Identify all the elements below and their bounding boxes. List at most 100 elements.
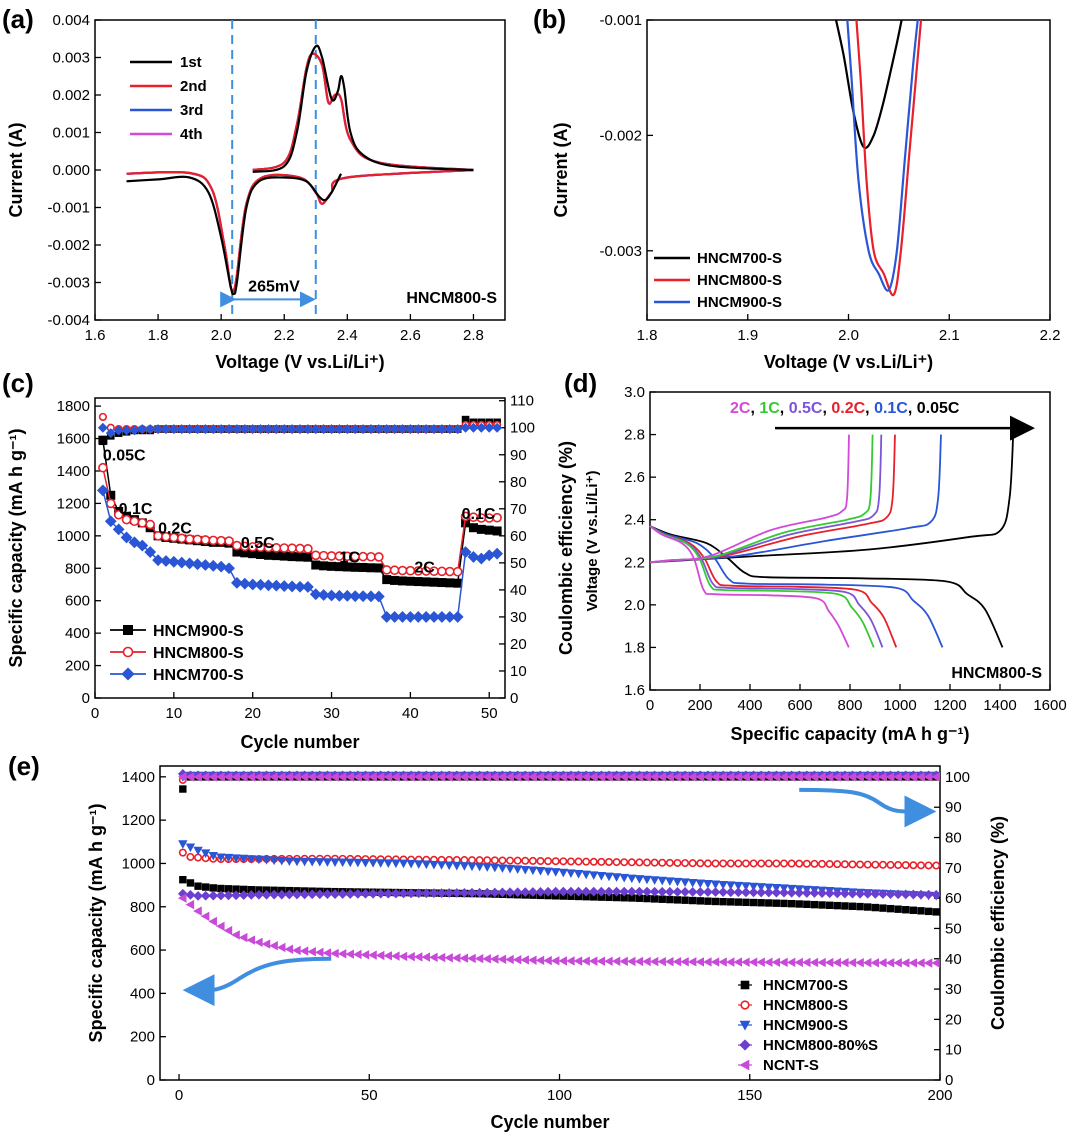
panel-e-point-HNCM700-S	[932, 908, 940, 916]
panel-e-point-NCNT-S	[467, 953, 476, 964]
panel-c-eff-point-HNCM700-S	[216, 424, 227, 435]
panel-b-legend-label: HNCM900-S	[697, 294, 782, 311]
panel-e-point-HNCM900-S	[535, 867, 546, 876]
panel-e-point-HNCM800-80%S	[931, 889, 940, 900]
panel-e-point-HNCM900-S	[634, 875, 645, 884]
panel-d-discharge-0.1C	[649, 525, 944, 648]
panel-e-point-HNCM800-80%S	[497, 887, 508, 898]
panel-e-point-HNCM800-80%S	[391, 888, 401, 899]
panel-e-point-HNCM900-S	[185, 843, 196, 853]
panel-d-rate-separator: ,	[865, 400, 874, 417]
panel-c-point-HNCM700-S	[215, 560, 228, 573]
panel-e-point-NCNT-S	[208, 916, 217, 927]
panel-c-y2tick-label: 50	[510, 555, 527, 572]
panel-e-point-HNCM800-S	[840, 860, 849, 869]
panel-c-point-HNCM800-S	[98, 462, 108, 473]
panel-e-point-HNCM800-80%S	[489, 887, 500, 898]
panel-c-ytick-label: 200	[65, 658, 90, 675]
panel-e-point-HNCM800-S	[924, 861, 933, 870]
panel-e-point-NCNT-S	[284, 944, 294, 954]
panel-c-eff-point-HNCM700-S	[105, 428, 116, 439]
panel-c-point-HNCM900-S	[468, 523, 478, 533]
panel-e-point-HNCM700-S	[825, 901, 834, 909]
panel-d-rate-label: 0.05C	[917, 400, 960, 417]
panel-d-label: (d)	[564, 368, 597, 398]
panel-e-point-HNCM800-S	[901, 861, 910, 870]
panel-d-charge-0.1C	[649, 434, 942, 564]
panel-c-point-HNCM700-S	[262, 579, 275, 592]
panel-c-point-HNCM700-S	[357, 590, 369, 603]
panel-e-point-HNCM800-80%S	[573, 886, 584, 897]
panel-e-y2tick-label: 20	[945, 1011, 962, 1028]
panel-e-point-HNCM900-S	[223, 853, 234, 863]
panel-c-eff-point-HNCM700-S	[192, 424, 203, 435]
panel-e-point-HNCM800-80%S	[588, 886, 599, 897]
panel-e-point-HNCM800-80%S	[649, 886, 660, 897]
panel-c-point-HNCM700-S	[120, 531, 133, 544]
panel-c-point-HNCM800-S	[326, 551, 337, 561]
panel-c-point-HNCM900-S	[319, 561, 329, 571]
panel-e-label: (e)	[8, 751, 40, 781]
panel-e-point-HNCM900-S	[436, 861, 447, 870]
panel-e-point-HNCM700-S	[681, 896, 689, 904]
panel-c-eff-point-HNCM700-S	[113, 425, 124, 436]
panel-e-y2tick-label: 30	[945, 981, 962, 998]
panel-c-point-HNCM700-S	[388, 611, 401, 623]
panel-c-eff-point-HNCM700-S	[247, 424, 258, 435]
panel-e-xtick-label: 0	[175, 1087, 183, 1104]
panel-c-y2tick-label: 60	[510, 528, 527, 545]
panel-d-rate-label: 0.5C	[789, 400, 823, 417]
panel-e-point-NCNT-S	[413, 952, 423, 962]
panel-e-y2tick-label: 100	[945, 769, 970, 786]
panel-e-point-HNCM800-80%S	[885, 889, 896, 900]
panel-e-point-HNCM900-S	[208, 851, 218, 861]
panel-c-eff-point-HNCM700-S	[153, 424, 164, 435]
panel-b-xtick-label: 2.1	[939, 327, 960, 344]
panel-e-point-NCNT-S	[383, 951, 392, 961]
panel-e-point-HNCM900-S	[611, 873, 622, 882]
panel-e-point-HNCM900-S	[604, 872, 614, 882]
panel-c-point-HNCM800-S	[358, 551, 368, 562]
panel-e-point-HNCM900-S	[376, 859, 386, 868]
panel-b-label: (b)	[533, 4, 566, 34]
panel-e-point-NCNT-S	[512, 955, 522, 965]
panel-e-point-HNCM800-S	[536, 857, 545, 866]
panel-c-eff-point-HNCM700-S	[476, 422, 487, 433]
panel-e-point-HNCM800-S	[544, 857, 553, 866]
panel-e-point-HNCM800-S	[528, 856, 537, 865]
panel-e-xtick-label: 50	[361, 1087, 378, 1104]
panel-e-point-HNCM800-S	[894, 861, 903, 870]
panel-e-point-HNCM800-S	[506, 856, 515, 865]
panel-e-point-HNCM800-S	[932, 861, 940, 870]
panel-c-eff-point-HNCM700-S	[271, 424, 282, 435]
panel-c-point-HNCM700-S	[365, 590, 377, 603]
panel-c-point-HNCM800-S	[492, 512, 502, 523]
panel-e-point-HNCM800-S	[467, 856, 476, 865]
panel-e-point-HNCM700-S	[879, 904, 887, 912]
panel-c-point-HNCM700-S	[144, 546, 157, 558]
panel-e-frame	[159, 765, 941, 1081]
panel-b-curve-HNCM900-S	[846, 20, 919, 292]
panel-e-point-NCNT-S	[771, 957, 781, 967]
panel-e-point-HNCM800-S	[643, 858, 652, 867]
panel-e-point-HNCM800-80%S	[451, 888, 462, 898]
panel-c-xtick-label: 30	[323, 705, 340, 722]
panel-e-point-HNCM800-S	[757, 859, 766, 868]
panel-a: 1.6 1.8 2.0 2.2 2.4 2.6 2.8 -0.004 -0.003 -0.002 -…	[6, 12, 506, 372]
panel-e-point-NCNT-S	[862, 958, 872, 968]
panel-c-eff-point-HNCM700-S	[239, 424, 250, 435]
panel-e-point-HNCM800-S	[711, 859, 720, 868]
panel-a-xtick-label: 1.6	[85, 327, 106, 344]
panel-e-point-HNCM800-80%S	[657, 886, 668, 897]
panel-c-point-HNCM700-S	[128, 536, 141, 549]
panel-c-point-HNCM700-S	[183, 557, 196, 570]
panel-e-point-NCNT-S	[634, 956, 644, 967]
panel-d-xtick-label: 1600	[1033, 697, 1066, 714]
panel-c-point-HNCM700-S	[436, 611, 448, 623]
panel-d-rate-sequence: 2C, 1C, 0.5C, 0.2C, 0.1C, 0.05C	[730, 400, 960, 417]
panel-e-point-HNCM800-S	[833, 860, 842, 869]
panel-e-point-HNCM900-S	[551, 868, 561, 877]
panel-e-point-HNCM800-80%S	[535, 887, 546, 897]
panel-e-point-NCNT-S	[817, 957, 826, 968]
